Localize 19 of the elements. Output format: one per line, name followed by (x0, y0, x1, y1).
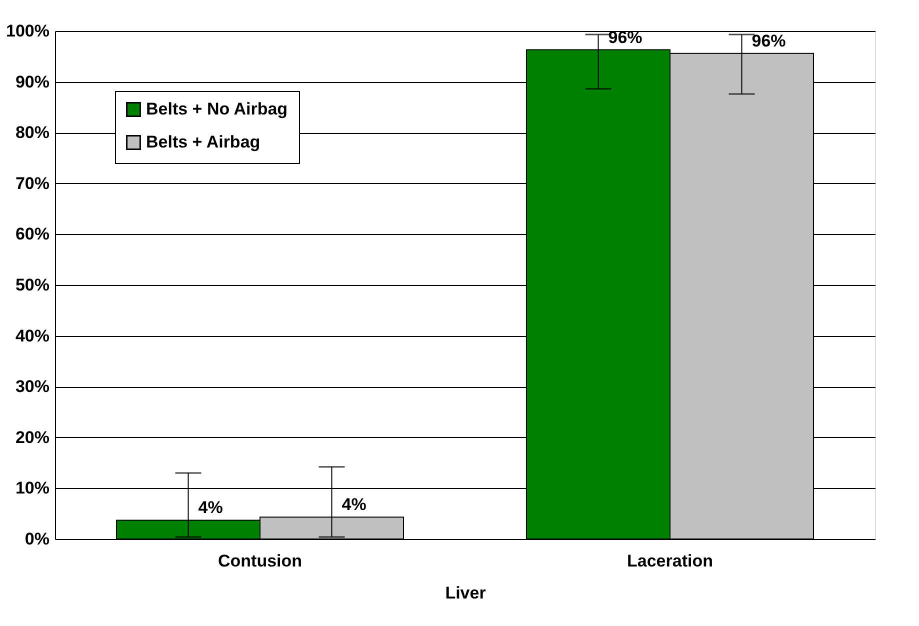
legend-label: Belts + No Airbag (146, 100, 288, 118)
y-tick-label: 60% (15, 224, 50, 244)
y-tick-label: 80% (15, 123, 50, 142)
y-tick-label: 50% (15, 276, 50, 294)
x-tick-label: Laceration (627, 552, 713, 570)
x-tick-label: Contusion (218, 552, 302, 570)
data-label: 4% (198, 498, 223, 518)
y-tick-label: 0% (24, 530, 50, 548)
x-axis-title: Liver (445, 584, 486, 602)
y-tick-label: 70% (15, 174, 50, 193)
y-tick-label: 40% (15, 326, 50, 346)
y-tick-label: 90% (15, 72, 50, 92)
y-tick-label: 20% (15, 428, 50, 447)
legend-label: Belts + Airbag (146, 132, 260, 152)
data-label: 96% (752, 31, 786, 50)
y-tick-label: 100% (6, 22, 50, 40)
y-tick-label: 30% (15, 377, 50, 396)
data-label: 4% (342, 495, 366, 514)
y-tick-label: 10% (15, 478, 50, 498)
